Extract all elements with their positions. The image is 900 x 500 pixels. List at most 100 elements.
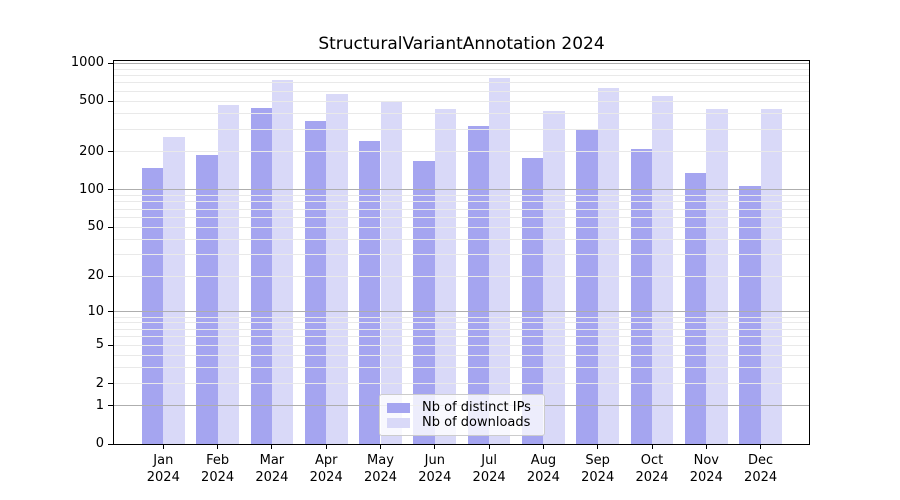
minor-gridline [114, 275, 809, 277]
x-tick-mark [434, 445, 436, 449]
y-tick-mark [108, 151, 113, 153]
y-tick-label: 0 [95, 436, 104, 451]
x-tick-label-jan: Jan 2024 [146, 453, 180, 485]
y-tick-mark [108, 443, 113, 445]
bar-distinct-ips-jun [413, 161, 435, 444]
major-gridline [114, 311, 809, 313]
minor-gridline [114, 113, 809, 115]
minor-gridline [114, 201, 809, 203]
y-tick-label: 2 [95, 375, 104, 391]
y-tick-mark [108, 226, 113, 228]
bar-downloads-sep [597, 88, 620, 444]
y-tick-label: 100 [79, 181, 104, 197]
x-tick-mark [760, 445, 762, 449]
y-tick-mark [108, 405, 113, 407]
y-tick-label: 200 [79, 143, 104, 159]
y-tick-mark [108, 62, 113, 64]
x-tick-mark [325, 445, 327, 449]
minor-gridline [114, 354, 809, 356]
x-tick-mark [705, 445, 707, 449]
y-tick-label: 50 [87, 219, 104, 235]
y-tick-label: 20 [87, 268, 104, 284]
x-tick-mark [651, 445, 653, 449]
minor-gridline [114, 82, 809, 84]
y-tick-label: 10 [87, 303, 104, 319]
bar-distinct-ips-jan [141, 167, 164, 444]
x-tick-label-jun: Jun 2024 [418, 453, 452, 485]
y-tick-label: 1 [95, 397, 104, 413]
minor-gridline [114, 383, 809, 384]
legend-swatch-downloads [387, 417, 410, 428]
major-gridline [114, 62, 809, 64]
bar-distinct-ips-aug [522, 157, 544, 444]
legend: Nb of distinct IPs Nb of downloads [379, 394, 545, 436]
minor-gridline [114, 217, 809, 218]
x-tick-mark [380, 445, 381, 449]
minor-gridline [114, 254, 809, 256]
minor-gridline [114, 90, 809, 92]
x-tick-mark [597, 445, 599, 449]
x-tick-label-mar: Mar 2024 [255, 453, 289, 485]
minor-gridline [114, 100, 809, 102]
minor-gridline [114, 238, 809, 240]
minor-gridline [114, 336, 809, 338]
minor-gridline [114, 344, 809, 346]
bar-distinct-ips-jul [467, 125, 490, 444]
x-tick-label-dec: Dec 2024 [744, 453, 778, 485]
minor-gridline [114, 328, 809, 330]
x-tick-label-jul: Jul 2024 [472, 453, 506, 485]
bar-distinct-ips-sep [576, 128, 598, 444]
bar-downloads-nov [706, 109, 728, 444]
legend-swatch-distinct-ips [387, 402, 410, 413]
x-tick-mark [542, 445, 544, 449]
y-tick-mark [108, 383, 113, 384]
bar-downloads-oct [652, 96, 674, 444]
minor-gridline [114, 316, 809, 318]
minor-gridline [114, 367, 809, 369]
bar-distinct-ips-may [359, 140, 381, 444]
x-tick-mark [217, 445, 219, 449]
bar-distinct-ips-apr [304, 120, 327, 444]
y-tick-label: 5 [95, 337, 104, 353]
x-tick-label-may: May 2024 [363, 453, 398, 485]
x-tick-mark [488, 445, 490, 449]
legend-entry-distinct-ips: Nb of distinct IPs [387, 401, 536, 414]
x-tick-label-sep: Sep 2024 [581, 453, 615, 485]
minor-gridline [114, 226, 809, 228]
x-tick-label-aug: Aug 2024 [526, 453, 560, 485]
y-tick-label: 500 [79, 93, 104, 109]
y-tick-label: 1000 [70, 55, 104, 71]
minor-gridline [114, 322, 809, 324]
x-tick-mark [271, 445, 273, 449]
legend-label-downloads: Nb of downloads [422, 415, 531, 430]
x-tick-label-apr: Apr 2024 [309, 453, 343, 485]
x-tick-mark [162, 445, 164, 449]
bar-downloads-apr [326, 94, 348, 444]
y-tick-mark [108, 344, 113, 346]
bar-distinct-ips-feb [196, 154, 218, 444]
bar-downloads-feb [217, 105, 239, 444]
bar-downloads-aug [543, 111, 565, 444]
y-tick-mark [108, 311, 113, 313]
bar-downloads-jan [163, 137, 185, 444]
bar-distinct-ips-dec [739, 186, 761, 444]
major-gridline [114, 189, 809, 191]
bar-distinct-ips-nov [684, 172, 707, 444]
y-tick-mark [108, 275, 113, 277]
minor-gridline [114, 151, 809, 153]
minor-gridline [114, 129, 809, 130]
minor-gridline [114, 68, 809, 70]
legend-label-distinct-ips: Nb of distinct IPs [422, 400, 531, 415]
x-tick-label-feb: Feb 2024 [201, 453, 235, 485]
y-tick-mark [108, 189, 113, 191]
x-tick-label-oct: Oct 2024 [635, 453, 669, 485]
bar-downloads-mar [271, 80, 294, 444]
bar-distinct-ips-oct [630, 149, 652, 444]
minor-gridline [114, 208, 809, 210]
y-tick-mark [108, 100, 113, 102]
minor-gridline [114, 75, 809, 77]
bar-downloads-jul [489, 78, 511, 444]
x-tick-label-nov: Nov 2024 [689, 453, 723, 485]
legend-entry-downloads: Nb of downloads [387, 416, 536, 429]
